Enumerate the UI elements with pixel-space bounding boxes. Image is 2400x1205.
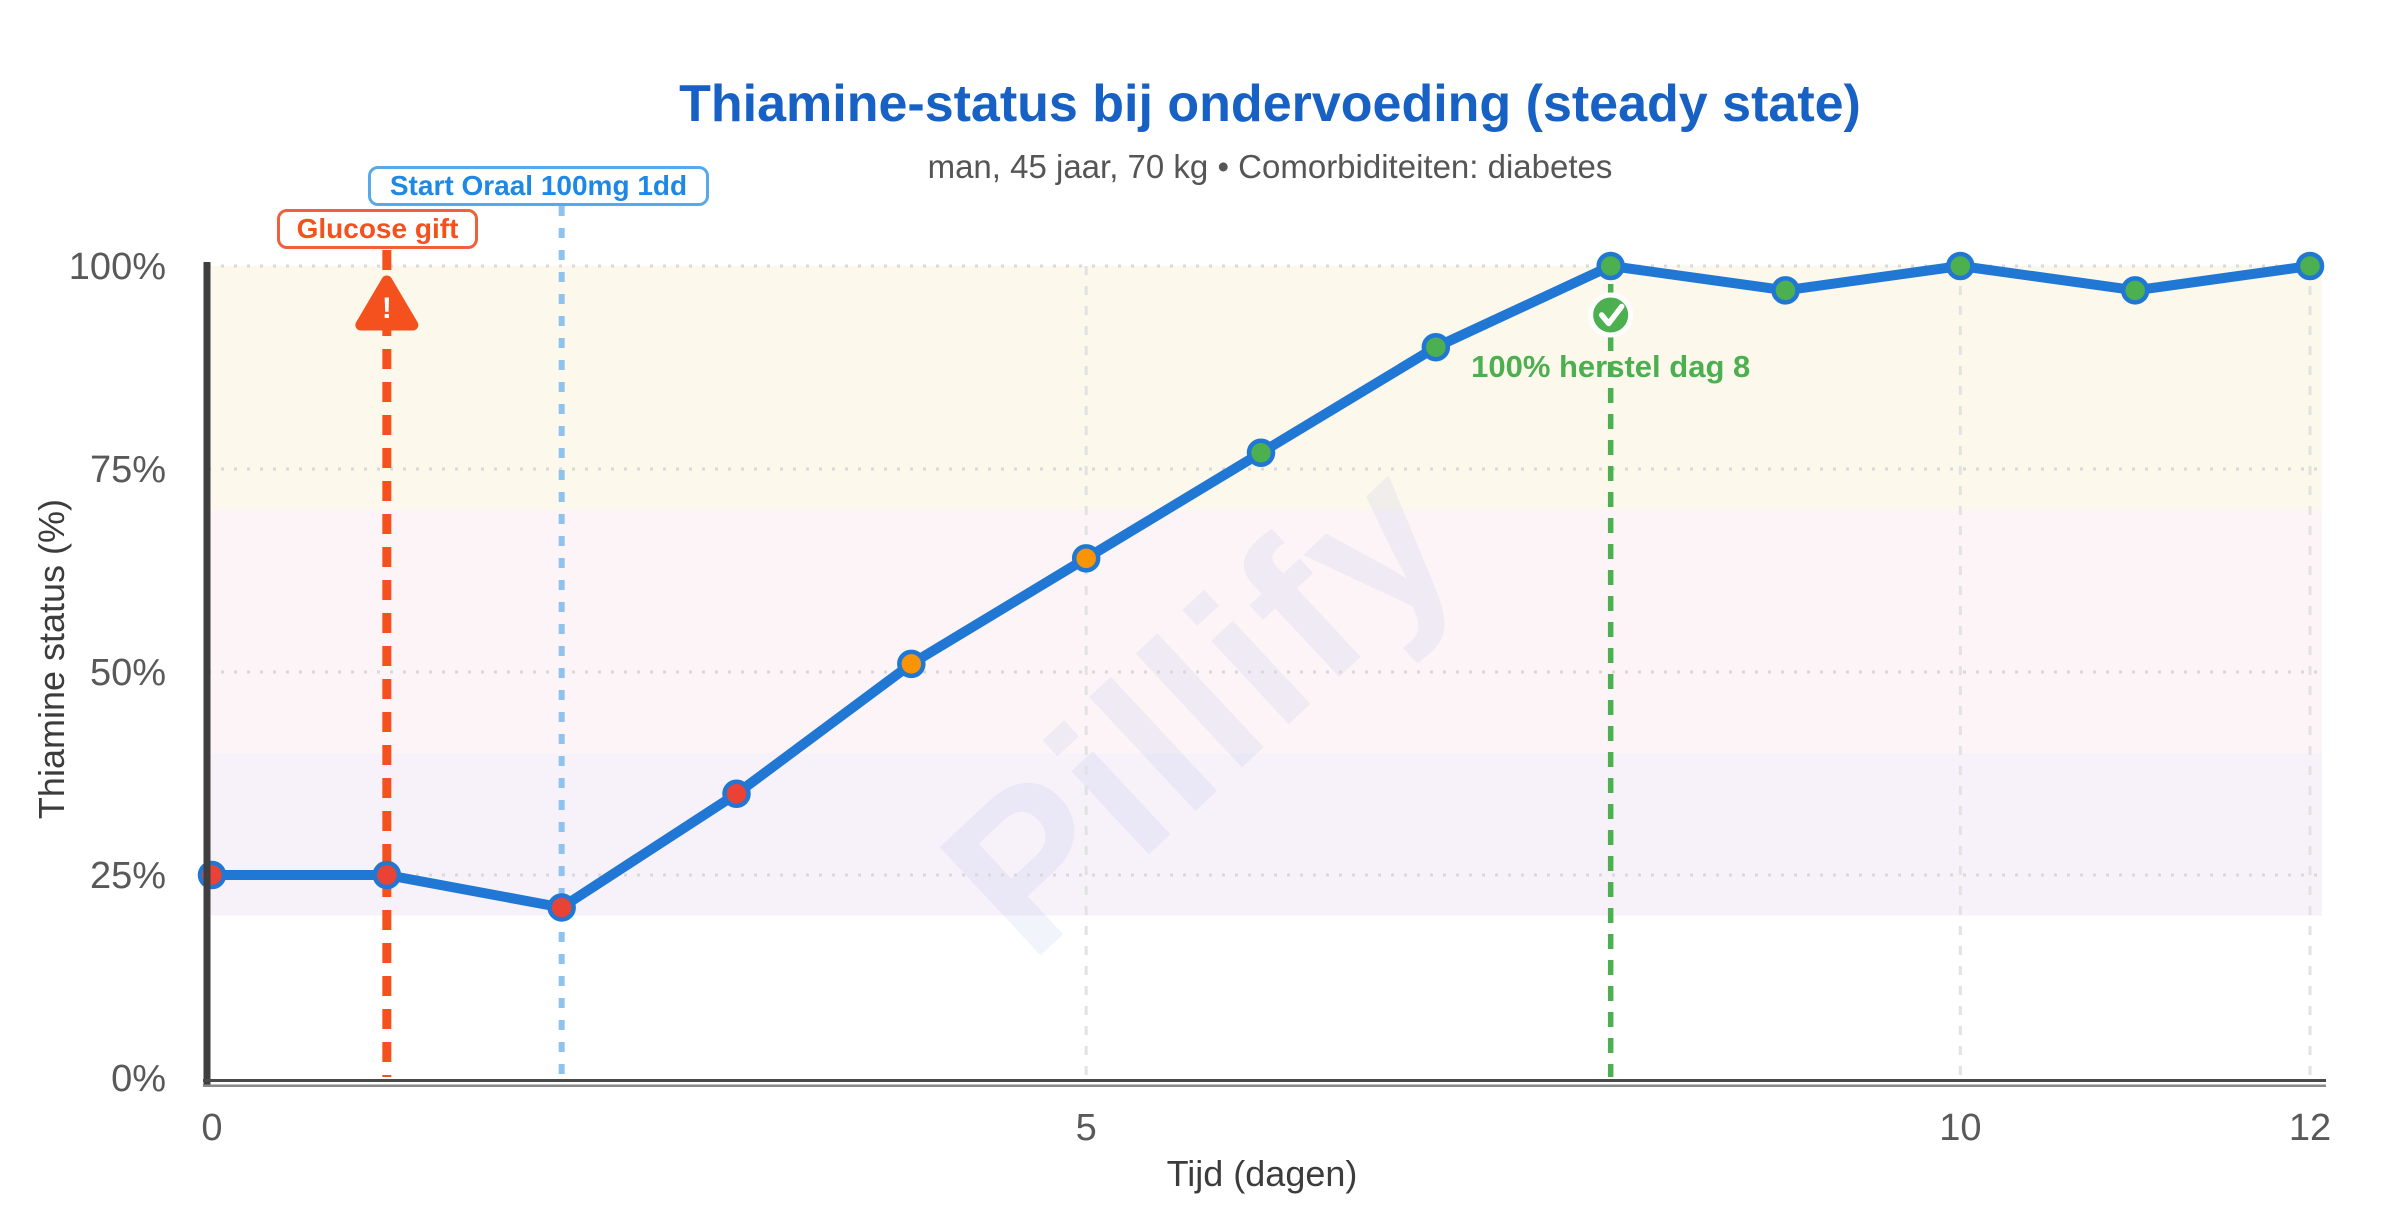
annotation-box-glucose-gift: Glucose gift <box>277 209 478 249</box>
data-point-day-4 <box>897 649 926 679</box>
check-mark-glyph <box>1598 303 1625 327</box>
y-tick-75: 75% <box>90 449 166 491</box>
y-tick-25: 25% <box>90 855 166 897</box>
y-tick-50: 50% <box>90 652 166 694</box>
data-point-day-6 <box>1246 438 1276 468</box>
data-point-day-1 <box>372 860 402 890</box>
warning-exclamation-glyph: ! <box>382 292 392 325</box>
data-point-day-2 <box>547 893 576 922</box>
data-point-day-9 <box>1771 276 1800 305</box>
x-axis-line <box>203 1079 2326 1082</box>
reference-zone-0 <box>208 266 2322 510</box>
x-axis-line-shadow <box>203 1084 2326 1087</box>
data-point-day-8 <box>1596 251 1625 281</box>
y-axis-title: Thiamine status (%) <box>31 498 72 820</box>
x-tick-0: 0 <box>201 1107 222 1149</box>
x-tick-12: 12 <box>2289 1107 2331 1149</box>
x-tick-10: 10 <box>1939 1107 1981 1149</box>
chart-title: Thiamine-status bij ondervoeding (steady… <box>679 75 1861 133</box>
y-axis-line <box>203 262 211 1086</box>
data-point-day-11 <box>2120 276 2150 305</box>
annotation-box-start-oraal: Start Oraal 100mg 1dd <box>368 166 709 206</box>
data-point-day-12 <box>2295 251 2325 281</box>
chart-subtitle: man, 45 jaar, 70 kg • Comorbiditeiten: d… <box>927 148 1613 185</box>
annotation-label-glucose-gift: Glucose gift <box>296 213 459 244</box>
y-tick-0: 0% <box>111 1058 166 1100</box>
check-circle-icon <box>1588 292 1634 338</box>
warning-triangle-icon <box>355 275 419 331</box>
data-point-day-5 <box>1071 544 1101 573</box>
data-point-day-10 <box>1946 251 1975 281</box>
data-point-day-7 <box>1421 332 1451 362</box>
x-tick-5: 5 <box>1076 1107 1097 1149</box>
x-axis-title: Tijd (dagen) <box>1167 1153 1358 1194</box>
y-tick-100: 100% <box>69 246 166 288</box>
annotation-label-herstel: 100% herstel dag 8 <box>1471 349 1750 384</box>
data-point-day-3 <box>722 779 751 809</box>
annotation-label-start-oraal: Start Oraal 100mg 1dd <box>389 170 688 201</box>
